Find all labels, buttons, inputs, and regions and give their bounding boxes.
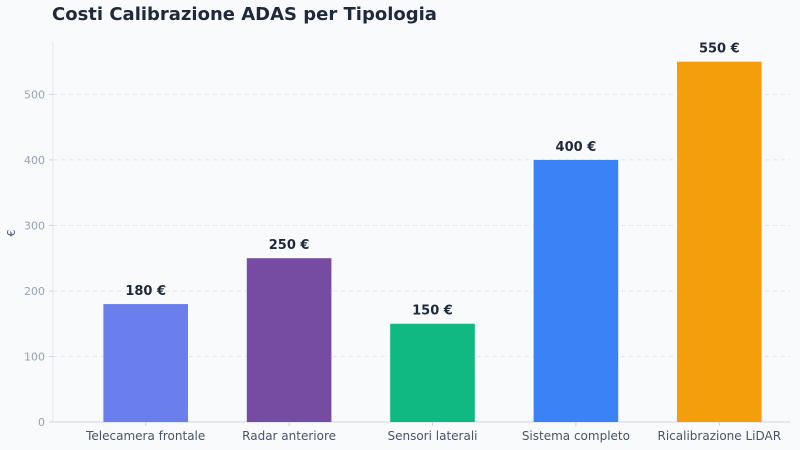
y-tick-label: 500 bbox=[24, 88, 45, 101]
x-tick-label: Sensori laterali bbox=[387, 429, 477, 443]
bar-value-label: 400 € bbox=[556, 140, 597, 155]
x-tick-label: Sistema completo bbox=[522, 429, 630, 443]
bars bbox=[103, 61, 762, 422]
value-labels: 180 € 250 € 150 € 400 € 550 € bbox=[125, 42, 739, 319]
x-tick-label: Radar anteriore bbox=[242, 429, 336, 443]
y-tick-label: 0 bbox=[38, 416, 45, 429]
bar-value-label: 250 € bbox=[269, 238, 310, 253]
bar bbox=[390, 323, 475, 422]
chart-title: Costi Calibrazione ADAS per Tipologia bbox=[52, 4, 437, 25]
x-tick-labels: Telecamera frontale Radar anteriore Sensor… bbox=[85, 422, 781, 443]
y-tick-label: 100 bbox=[24, 350, 45, 363]
bar bbox=[103, 304, 189, 422]
x-tick-label: Ricalibrazione LiDAR bbox=[658, 429, 782, 443]
y-tick-label: 200 bbox=[24, 285, 45, 298]
y-tick-label: 400 bbox=[24, 154, 45, 167]
bar bbox=[676, 61, 762, 422]
y-tick-labels: 0 100 200 300 400 500 bbox=[24, 88, 53, 429]
bar-value-label: 550 € bbox=[699, 42, 740, 57]
bar-value-label: 180 € bbox=[125, 284, 166, 299]
bar bbox=[246, 258, 332, 422]
y-tick-label: 300 bbox=[24, 219, 45, 232]
y-axis-label: € bbox=[5, 230, 18, 237]
x-tick-label: Telecamera frontale bbox=[85, 429, 205, 443]
bar-value-label: 150 € bbox=[412, 304, 453, 319]
bar bbox=[533, 159, 619, 422]
